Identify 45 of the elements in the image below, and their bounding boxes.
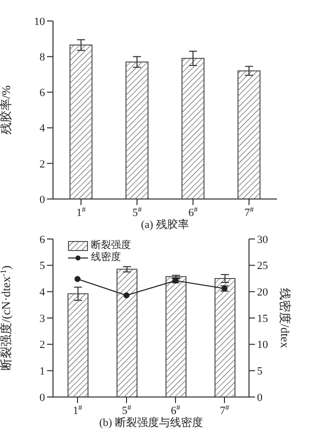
y-tick-label: 2 [40,339,45,352]
y-tick-label: 4 [40,286,46,299]
y-tick-label: 2 [40,158,45,170]
bar [116,268,138,397]
x-tick-label: 1$^{#}$ [72,402,82,417]
x-tick-label: 6$^{#}$ [188,204,198,219]
y2-tick-label: 20 [257,286,268,299]
text: (a) 残胶率 [141,218,189,231]
x-tick-label: 5$^{#}$ [122,402,132,417]
y2-axis-title: 线密度/dtex [278,288,292,348]
y-tick-label: 5 [40,260,46,272]
y2-tick-label: 30 [257,234,268,246]
y2-tick-label: 5 [257,366,263,378]
y-tick-label: 4 [40,122,46,135]
y-tick-label: 6 [40,234,46,246]
text: (b) 断裂强度与线密度 [99,416,203,429]
y-tick-label: 3 [40,312,46,325]
bar [68,293,88,397]
y2-tick-label: 10 [257,339,268,352]
legend-label: 线密度 [91,252,121,264]
y-tick-label: 10 [34,16,46,28]
y-tick-label: 0 [40,392,46,404]
x-tick-label: 7$^{#}$ [220,402,230,417]
x-tick-label: 5$^{#}$ [132,204,142,219]
y-tick-label: 0 [40,194,46,206]
bar [166,276,186,397]
bar [126,61,148,199]
x-tick-label: 1$^{#}$ [76,204,86,219]
bar [182,58,204,199]
x-tick-label: 7$^{#}$ [244,204,254,219]
point [172,278,178,284]
bar [238,70,260,199]
x-tick-label: 6$^{#}$ [170,402,180,417]
y-tick-label: 6 [40,87,46,100]
y2-tick-label: 0 [257,392,263,404]
y-tick-label: 8 [40,52,46,64]
y2-tick-label: 15 [257,312,268,325]
bar [214,278,236,397]
point [74,276,80,282]
point [124,292,130,298]
y2-tick-label: 25 [257,260,268,272]
legend-label: 断裂强度 [91,240,131,252]
bar [70,44,92,199]
y-tick-label: 1 [40,366,45,378]
y-axis-title: 残胶率/% [0,85,13,135]
